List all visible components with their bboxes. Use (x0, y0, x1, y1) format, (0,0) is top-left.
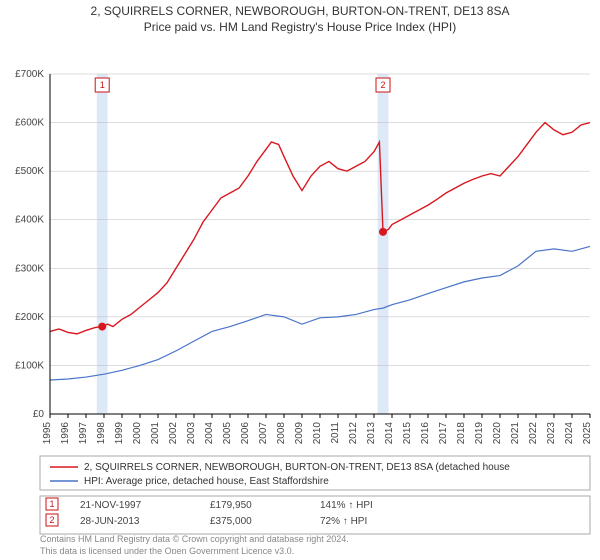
x-tick-label: 2019 (474, 422, 485, 445)
y-tick-label: £600K (15, 118, 44, 129)
event-dot (98, 323, 106, 331)
x-tick-label: 2006 (240, 422, 251, 445)
x-tick-label: 2012 (348, 422, 359, 445)
x-tick-label: 2023 (546, 422, 557, 445)
event-row-price: £179,950 (210, 500, 252, 511)
x-tick-label: 2018 (456, 422, 467, 445)
x-tick-label: 2010 (312, 422, 323, 445)
x-tick-label: 1998 (96, 422, 107, 445)
event-band (97, 74, 108, 414)
x-tick-label: 1997 (78, 422, 89, 445)
x-tick-label: 2022 (528, 422, 539, 445)
event-row-date: 28-JUN-2013 (80, 516, 140, 527)
series-price_paid (50, 123, 590, 334)
x-tick-label: 1996 (60, 422, 71, 445)
event-marker-num: 1 (100, 80, 105, 90)
event-band (378, 74, 389, 414)
x-tick-label: 2003 (186, 422, 197, 445)
event-row-num: 1 (49, 499, 54, 509)
y-tick-label: £100K (15, 360, 44, 371)
chart-title: 2, SQUIRRELS CORNER, NEWBOROUGH, BURTON-… (0, 4, 600, 18)
x-tick-label: 2007 (258, 422, 269, 445)
x-tick-label: 2001 (150, 422, 161, 445)
chart-container: 2, SQUIRRELS CORNER, NEWBOROUGH, BURTON-… (0, 0, 600, 560)
y-tick-label: £0 (33, 409, 45, 420)
x-tick-label: 2013 (366, 422, 377, 445)
event-row-delta: 141% ↑ HPI (320, 500, 373, 511)
event-dot (379, 228, 387, 236)
event-marker-num: 2 (380, 80, 385, 90)
event-row-price: £375,000 (210, 516, 252, 527)
chart-subtitle: Price paid vs. HM Land Registry's House … (0, 20, 600, 34)
x-tick-label: 2000 (132, 422, 143, 445)
legend-label-2: HPI: Average price, detached house, East… (84, 476, 329, 487)
x-tick-label: 2004 (204, 422, 215, 445)
x-tick-label: 2015 (402, 422, 413, 445)
x-tick-label: 1999 (114, 422, 125, 445)
y-tick-label: £200K (15, 312, 44, 323)
x-tick-label: 2002 (168, 422, 179, 445)
event-row-num: 2 (49, 515, 54, 525)
y-tick-label: £300K (15, 263, 44, 274)
x-tick-label: 2008 (276, 422, 287, 445)
x-tick-label: 2024 (564, 422, 575, 445)
x-tick-label: 2011 (330, 422, 341, 444)
x-tick-label: 1995 (42, 422, 53, 445)
y-tick-label: £400K (15, 215, 44, 226)
x-tick-label: 2020 (492, 422, 503, 445)
y-tick-label: £500K (15, 166, 44, 177)
event-row-date: 21-NOV-1997 (80, 500, 142, 511)
chart-titles: 2, SQUIRRELS CORNER, NEWBOROUGH, BURTON-… (0, 0, 600, 34)
x-tick-label: 2016 (420, 422, 431, 445)
series-hpi (50, 246, 590, 380)
x-tick-label: 2014 (384, 422, 395, 445)
x-tick-label: 2005 (222, 422, 233, 445)
x-tick-label: 2021 (510, 422, 521, 445)
y-tick-label: £700K (15, 69, 44, 80)
x-tick-label: 2017 (438, 422, 449, 445)
attribution-line: Contains HM Land Registry data © Crown c… (40, 534, 349, 544)
chart-svg: £0 £100K £200K £300K £400K £500K £600K £700K 199… (0, 34, 600, 554)
attribution-line: This data is licensed under the Open Gov… (40, 546, 294, 554)
x-tick-label: 2009 (294, 422, 305, 445)
legend-label-1: 2, SQUIRRELS CORNER, NEWBOROUGH, BURTON-… (84, 462, 510, 473)
x-tick-label: 2025 (582, 422, 593, 445)
event-row-delta: 72% ↑ HPI (320, 516, 367, 527)
